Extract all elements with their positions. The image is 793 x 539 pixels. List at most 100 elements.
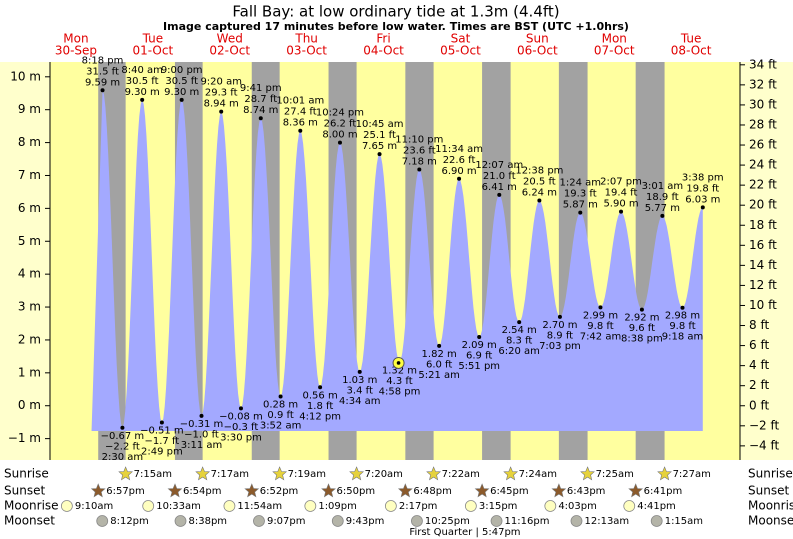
sunrise-time: 7:15am <box>134 469 172 480</box>
sunrise-icon <box>580 466 595 481</box>
row-label-right: Moonset <box>748 514 793 528</box>
tide-m: 6.24 m <box>522 187 557 198</box>
moonrise-time: 3:15pm <box>479 501 518 512</box>
tide-m: 6.90 m <box>441 166 476 177</box>
sunrise-time: 7:27am <box>673 469 711 480</box>
moonset-time: 9:07pm <box>267 516 306 527</box>
tide-time: 10:45 am <box>356 119 404 130</box>
tide-ft: 21.0 ft <box>483 171 516 182</box>
tide-point <box>238 406 243 411</box>
tide-time: 3:11 am <box>181 440 223 451</box>
tide-ft: −2.2 ft <box>105 441 140 452</box>
moonrise-time: 9:10am <box>75 501 113 512</box>
tide-m: 6.03 m <box>685 194 720 205</box>
moonrise-icon <box>623 500 636 512</box>
day-date: 06-Oct <box>517 44 558 58</box>
moonset-time: 1:15am <box>665 516 703 527</box>
sunrise-icon <box>118 466 134 481</box>
day-date: 05-Oct <box>440 44 481 58</box>
tide-time: 4:58 pm <box>379 386 421 397</box>
tide-time: 10:01 am <box>276 96 324 107</box>
y-tick-label: 6 m <box>18 201 41 215</box>
tide-m: −0.08 m <box>219 411 263 422</box>
moonset-icon <box>331 515 344 527</box>
moonset-icon <box>174 515 187 527</box>
y2-tick-label: 10 ft <box>749 298 777 312</box>
tide-ft: 26.2 ft <box>324 119 357 130</box>
tide-time: 9:20 am <box>200 77 242 88</box>
tide-point <box>179 97 184 102</box>
sunrise-time: 7:19am <box>288 469 326 480</box>
tide-ft: 31.5 ft <box>86 66 119 77</box>
y-tick-label: 1 m <box>18 365 41 379</box>
sunset-icon <box>244 483 260 498</box>
tide-ft: 0.9 ft <box>267 410 293 421</box>
moonset-time: 10:25pm <box>425 516 470 527</box>
tide-time: 1:24 am <box>560 178 602 189</box>
row-label-right: Sunrise <box>748 467 793 481</box>
tide-m: 7.18 m <box>402 157 437 168</box>
tide-time: 2:30 am <box>102 452 144 463</box>
tide-point <box>100 88 105 93</box>
tide-point <box>578 210 583 215</box>
sunset-icon <box>321 483 336 498</box>
tide-point <box>437 343 442 348</box>
tide-m: −0.67 m <box>101 431 145 442</box>
tide-ft: 18.9 ft <box>646 192 679 203</box>
tide-point <box>140 97 145 102</box>
y2-tick-label: 20 ft <box>749 198 777 212</box>
day-weekday: Thu <box>294 32 318 46</box>
tide-ft: 8.9 ft <box>547 330 573 341</box>
sunset-time: 6:43pm <box>567 486 606 497</box>
moonrise-time: 11:54am <box>237 501 282 512</box>
day-weekday: Mon <box>63 32 88 46</box>
tide-m: 8.74 m <box>243 105 278 116</box>
tide-time: 12:38 pm <box>515 165 563 176</box>
y-tick-label: 3 m <box>18 300 41 314</box>
moonset-time: 11:16pm <box>505 516 550 527</box>
tide-ft: 25.1 ft <box>363 130 396 141</box>
moonrise-icon <box>544 500 557 512</box>
tide-point <box>278 394 283 399</box>
y2-tick-label: 28 ft <box>749 117 777 131</box>
moonrise-time: 4:03pm <box>558 501 597 512</box>
moonset-icon <box>253 515 265 527</box>
tide-point <box>298 128 303 133</box>
tide-time: 3:52 am <box>260 421 302 432</box>
chart-title: Fall Bay: at low ordinary tide at 1.3m (… <box>232 3 559 21</box>
tide-time: 9:18 am <box>662 332 704 343</box>
y-tick-label: 4 m <box>18 267 41 281</box>
tide-ft: −0.3 ft <box>224 422 259 433</box>
tide-point <box>120 425 125 430</box>
moonset-time: 8:12pm <box>110 516 149 527</box>
tide-ft: −1.0 ft <box>184 429 219 440</box>
sunset-time: 6:57pm <box>106 486 145 497</box>
tide-ft: 30.5 ft <box>165 76 198 87</box>
tide-m: 2.92 m <box>624 313 659 324</box>
tide-time: 8:38 pm <box>621 334 663 345</box>
moonrise-time: 10:33am <box>156 501 201 512</box>
tide-m: 8.36 m <box>283 118 318 129</box>
day-weekday: Sat <box>451 32 471 46</box>
tide-point <box>639 307 644 312</box>
y2-tick-label: 32 ft <box>749 77 777 91</box>
tide-time: 3:30 pm <box>220 432 262 443</box>
tide-m: 8.00 m <box>322 130 357 141</box>
tide-time: 5:21 am <box>418 370 460 381</box>
tide-m: 0.56 m <box>303 390 338 401</box>
row-label-right: Moonrise <box>748 499 793 513</box>
tide-ft: 6.9 ft <box>466 350 492 361</box>
tide-m: 2.98 m <box>665 311 700 322</box>
tide-ft: 20.5 ft <box>523 176 556 187</box>
current-level-dot <box>396 361 401 365</box>
tide-time: 9:00 pm <box>161 65 203 76</box>
tide-ft: 1.8 ft <box>307 401 333 412</box>
y2-tick-label: 2 ft <box>749 378 769 392</box>
tide-m: 9.59 m <box>85 77 120 88</box>
row-label-left: Sunset <box>4 484 45 498</box>
sunset-time: 6:48pm <box>413 486 452 497</box>
y2-tick-label: 12 ft <box>749 278 777 292</box>
tide-ft: 22.6 ft <box>443 155 476 166</box>
moonrise-icon <box>464 500 477 512</box>
